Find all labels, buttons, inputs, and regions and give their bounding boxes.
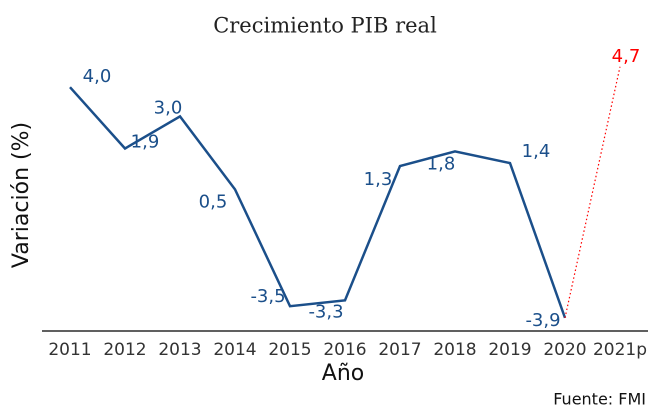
data-line: [69, 86, 567, 319]
x-tick-label: 2018: [433, 340, 476, 360]
source-note: Fuente: FMI: [553, 390, 646, 409]
x-tick-label: 2020: [543, 340, 586, 360]
x-tick-label: 2017: [378, 340, 421, 360]
data-label: 0,5: [199, 191, 228, 212]
x-tick-label: 2012: [103, 340, 146, 360]
y-axis-label: Variación (%): [9, 122, 34, 268]
x-tick-label: 2011: [48, 340, 91, 360]
x-tick-label: 2016: [323, 340, 366, 360]
x-tick-label: 2013: [158, 340, 201, 360]
x-tick-label: 2019: [488, 340, 531, 360]
data-label: 1,8: [427, 153, 456, 174]
x-tick-label: 2015: [268, 340, 311, 360]
data-label: 1,9: [131, 132, 160, 153]
x-tick-label: 2021p: [593, 340, 647, 360]
data-line: [564, 66, 621, 318]
data-label: 4,7: [612, 46, 641, 67]
data-label: -3,5: [250, 286, 285, 307]
data-label: -3,3: [308, 301, 343, 322]
data-label: 4,0: [83, 66, 112, 87]
chart-title: Crecimiento PIB real: [213, 14, 437, 38]
data-label: -3,9: [525, 310, 560, 331]
data-label: 3,0: [154, 97, 183, 118]
data-label: 1,4: [522, 141, 551, 162]
x-axis-label: Año: [322, 361, 364, 386]
data-label: 1,3: [364, 169, 393, 190]
x-tick-label: 2014: [213, 340, 256, 360]
